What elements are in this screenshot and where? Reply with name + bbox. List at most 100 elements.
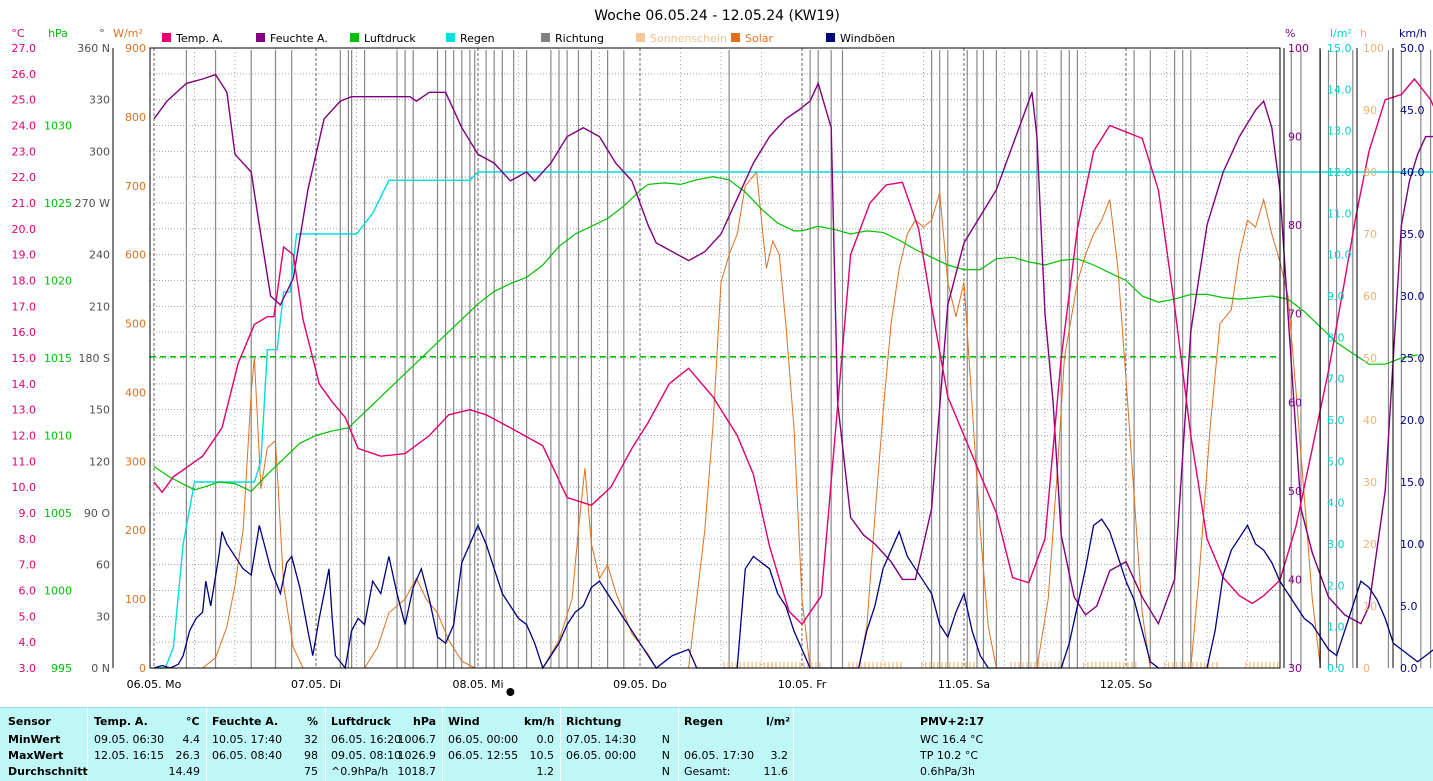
day-label: 10.05. Fr (778, 678, 827, 691)
stats-cell-temp-v: 14.49 (168, 765, 201, 778)
legend-swatch (350, 33, 359, 42)
stats-header-hum: Feuchte A. (212, 715, 279, 728)
legend-item: Richtung (541, 32, 604, 45)
wind-tick-label: 0.0 (1400, 662, 1418, 675)
temp-tick-label: 20.0 (12, 223, 37, 236)
stats-table: Sensor Temp. A. °C Feuchte A. % Luftdruc… (0, 707, 1433, 781)
temp-tick-label: 3.0 (19, 662, 37, 675)
day-label: 08.05. Mi (452, 678, 503, 691)
legend-item: Luftdruck (350, 32, 416, 45)
stats-cell-press-v: 1006.7 (397, 733, 437, 746)
temp-tick-label: 26.0 (12, 68, 37, 81)
temp-tick-label: 24.0 (12, 120, 37, 133)
temp-tick-label: 7.0 (19, 559, 37, 572)
rain-tick-label: 7.0 (1327, 373, 1345, 386)
wind-tick-label: 35.0 (1400, 228, 1425, 241)
stats-cell-wind-v: 0.0 (536, 733, 555, 746)
legend-swatch (636, 33, 645, 42)
stats-cell-temp-t: 09.05. 06:30 (94, 733, 165, 746)
stats-cell-label: MinWert (8, 733, 61, 746)
solar-tick-label: 100 (125, 593, 146, 606)
stats-header-dir: Richtung (566, 715, 622, 728)
pressure-axis-unit: hPa (48, 27, 68, 40)
temp-tick-label: 23.0 (12, 145, 37, 158)
rain-tick-label: 12.0 (1327, 166, 1352, 179)
sunshine-tick-label: 90 (1363, 104, 1377, 117)
weather-chart: Woche 06.05.24 - 12.05.24 (KW19) 06.05. … (11, 8, 1433, 696)
temp-tick-label: 9.0 (19, 507, 37, 520)
wind-tick-label: 50.0 (1400, 42, 1425, 55)
legend-item: Windböen (826, 32, 895, 45)
stats-cell-hum-t: 06.05. 08:40 (212, 749, 283, 762)
legend-swatch (162, 33, 171, 42)
pressure-tick-label: 1005 (44, 507, 72, 520)
direction-tick-label: 240 (89, 249, 110, 262)
humidity-tick-label: 70 (1288, 308, 1302, 321)
rain-tick-label: 0.0 (1327, 662, 1345, 675)
stats-cell-extra: TP 10.2 °C (920, 749, 979, 762)
direction-lines (185, 50, 1432, 668)
legend-label: Solar (745, 32, 774, 45)
stats-header-rain-unit: l/m² (766, 715, 791, 728)
temp-tick-label: 12.0 (12, 430, 37, 443)
temp-axis-unit: °C (11, 27, 25, 40)
temp-tick-label: 22.0 (12, 171, 37, 184)
direction-tick-label: 150 (89, 404, 110, 417)
solar-line (154, 170, 1321, 669)
wind-tick-label: 25.0 (1400, 352, 1425, 365)
direction-tick-label: 270 W (75, 197, 110, 210)
temp-tick-label: 16.0 (12, 326, 37, 339)
direction-tick-label: 360 N (77, 42, 110, 55)
rain-tick-label: 14.0 (1327, 83, 1352, 96)
rain-tick-label: 11.0 (1327, 207, 1352, 220)
stats-cell-wind-v: 1.2 (536, 765, 555, 778)
stats-cell-press-t: 06.05. 16:20 (331, 733, 402, 746)
stats-header-press-unit: hPa (413, 715, 437, 728)
chart-title: Woche 06.05.24 - 12.05.24 (KW19) (594, 8, 840, 24)
wind-tick-label: 15.0 (1400, 476, 1425, 489)
stats-header-temp: Temp. A. (94, 715, 148, 728)
stats-cell-temp-v: 4.4 (182, 733, 201, 746)
legend-label: Luftdruck (364, 32, 416, 45)
temp-tick-label: 15.0 (12, 352, 37, 365)
temp-tick-label: 4.0 (19, 636, 37, 649)
temp-tick-label: 6.0 (19, 585, 37, 598)
humidity-tick-label: 30 (1288, 662, 1302, 675)
moon-phase-icon (506, 688, 515, 696)
pressure-tick-label: 1020 (44, 275, 72, 288)
stats-header-wind-unit: km/h (524, 715, 555, 728)
legend-label: Richtung (555, 32, 604, 45)
direction-tick-label: 60 (96, 559, 110, 572)
stats-header-wind: Wind (448, 715, 480, 728)
sunshine-tick-label: 10 (1363, 600, 1377, 613)
stats-header-temp-unit: °C (186, 715, 200, 728)
rain-tick-label: 6.0 (1327, 414, 1345, 427)
rain-tick-label: 1.0 (1327, 621, 1345, 634)
temp-tick-label: 5.0 (19, 610, 37, 623)
legend-label: Windböen (840, 32, 895, 45)
stats-cell-hum-v: 75 (304, 765, 318, 778)
stats-cell-dir-t: 06.05. 00:00 (566, 749, 637, 762)
legend-item: Solar (731, 32, 774, 45)
humidity-tick-label: 40 (1288, 573, 1302, 586)
stats-cell-dir-v: N (661, 765, 670, 778)
stats-cell-rain-t: Gesamt: (684, 765, 731, 778)
pressure-tick-label: 1000 (44, 585, 72, 598)
pressure-tick-label: 1030 (44, 120, 72, 133)
humidity-tick-label: 100 (1288, 42, 1309, 55)
wind-gust-line (153, 518, 1433, 670)
day-label: 09.05. Do (613, 678, 667, 691)
stats-cell-rain-v: 11.6 (763, 765, 789, 778)
stats-cell-temp-t: 12.05. 16:15 (94, 749, 165, 762)
rain-tick-label: 8.0 (1327, 331, 1345, 344)
wind-tick-label: 30.0 (1400, 290, 1425, 303)
solar-tick-label: 200 (125, 524, 146, 537)
pressure-line (153, 175, 1418, 493)
temp-tick-label: 21.0 (12, 197, 37, 210)
sunshine-tick-label: 100 (1363, 42, 1384, 55)
sunshine-tick-label: 40 (1363, 414, 1377, 427)
wind-tick-label: 40.0 (1400, 166, 1425, 179)
stats-header-pmv: PMV+2:17 (920, 715, 985, 728)
temp-tick-label: 8.0 (19, 533, 37, 546)
sunshine-axis-unit: h (1360, 27, 1367, 40)
